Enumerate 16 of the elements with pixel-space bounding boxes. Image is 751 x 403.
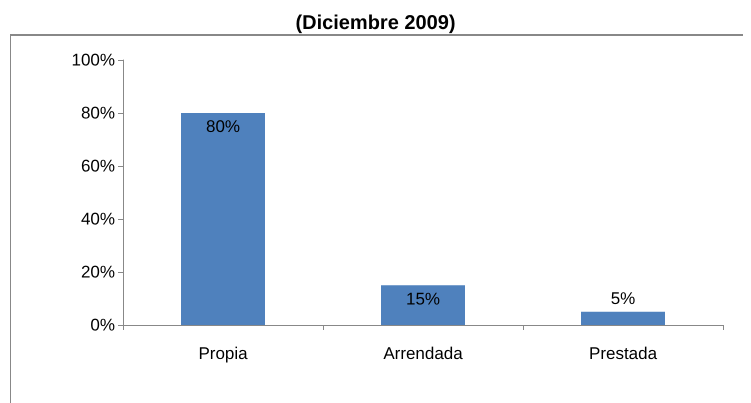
bar	[581, 312, 665, 325]
x-tick-label: Arrendada	[383, 344, 464, 363]
y-tick-label: 0%	[90, 316, 115, 334]
y-tick-label: 80%	[80, 104, 115, 122]
bar	[381, 285, 465, 325]
y-tick-label: 100%	[72, 50, 115, 70]
chart-title: (Diciembre 2009)	[295, 12, 456, 34]
data-label: 80%	[206, 117, 240, 136]
x-tick-label: Prestada	[588, 344, 658, 363]
bar	[181, 113, 265, 325]
data-label: 5%	[610, 288, 636, 308]
y-tick-label: 40%	[80, 210, 115, 228]
y-tick-label: 20%	[80, 262, 115, 282]
x-tick-label: Propia	[198, 344, 248, 363]
y-tick-label: 60%	[80, 156, 115, 176]
data-label: 15%	[406, 289, 440, 308]
